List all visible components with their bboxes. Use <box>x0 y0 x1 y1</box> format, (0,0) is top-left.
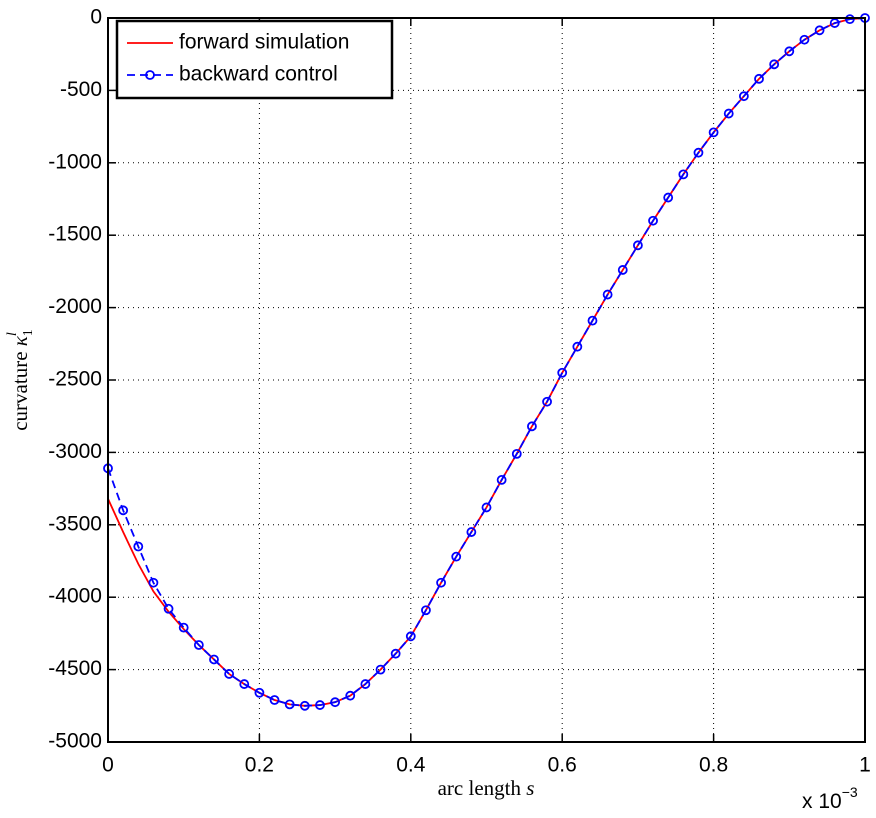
y-tick-label: -4000 <box>48 585 102 608</box>
data-point <box>602 289 613 300</box>
data-point <box>814 25 825 36</box>
data-point <box>178 622 189 633</box>
data-point <box>738 91 749 102</box>
data-point <box>481 502 492 513</box>
data-point <box>511 448 522 459</box>
x-multiplier: x 10−3 <box>802 784 858 813</box>
data-point <box>390 648 401 659</box>
y-tick-label: -2500 <box>48 368 102 391</box>
y-tick-label: -3000 <box>48 440 102 463</box>
y-tick-label: -1500 <box>48 223 102 246</box>
data-point <box>360 679 371 689</box>
data-point <box>587 315 598 326</box>
data-point <box>693 147 704 158</box>
data-point <box>254 687 265 698</box>
data-point <box>678 169 689 180</box>
data-point <box>421 605 431 616</box>
x-tick-label: 1 <box>859 754 871 777</box>
x-label-var: s <box>526 776 534 800</box>
data-point <box>163 603 174 614</box>
multiplier-exponent: −3 <box>842 784 858 800</box>
y-tick-label: -3500 <box>48 512 102 535</box>
y-label-sup: l <box>5 332 20 336</box>
axes-box <box>107 17 866 743</box>
data-point <box>799 34 810 45</box>
data-point <box>148 577 159 588</box>
x-tick-label: 0.8 <box>699 754 728 777</box>
data-point <box>330 697 341 708</box>
data-point <box>648 215 658 226</box>
data-point <box>769 59 780 70</box>
data-point <box>224 669 235 679</box>
data-point <box>436 577 446 588</box>
legend-marker <box>145 70 155 80</box>
series-line <box>107 17 866 707</box>
y-tick-label: -2000 <box>48 295 102 318</box>
x-axis-label: arc length s <box>438 776 535 800</box>
data-point <box>527 421 537 432</box>
x-tick-label: 0.6 <box>548 754 577 777</box>
y-axis-label: curvature κl1 <box>5 329 36 431</box>
x-tick-label: 0.4 <box>396 754 426 777</box>
legend-label: forward simulation <box>179 31 349 54</box>
data-point <box>466 527 477 537</box>
x-label-text: arc length <box>438 776 522 800</box>
data-point <box>405 631 416 642</box>
data-point <box>617 265 628 275</box>
data-point <box>829 18 840 28</box>
x-tick-label: 0 <box>102 754 114 777</box>
y-tick-label: -500 <box>60 78 102 101</box>
data-point <box>239 679 250 689</box>
x-tick-label: 0.2 <box>245 754 274 777</box>
data-point <box>784 46 795 57</box>
plot-area <box>108 18 865 742</box>
data-point <box>663 192 674 203</box>
data-point <box>299 700 310 711</box>
multiplier-base: x 10 <box>802 790 842 813</box>
y-label-sub: 1 <box>21 329 36 336</box>
data-point <box>375 664 386 675</box>
data-point <box>844 14 855 25</box>
y-tick-label: 0 <box>90 6 102 29</box>
data-point <box>557 367 568 378</box>
data-point <box>284 699 295 710</box>
data-point <box>754 73 764 84</box>
data-point <box>269 695 280 705</box>
y-tick-label: -4500 <box>48 657 102 680</box>
data-point <box>451 551 462 562</box>
data-point <box>345 690 356 701</box>
y-tick-label: -1000 <box>48 150 102 173</box>
data-point <box>572 341 583 352</box>
data-point <box>118 505 129 516</box>
y-tick-label: -5000 <box>48 730 102 753</box>
data-point <box>542 396 552 407</box>
data-point <box>708 127 719 138</box>
y-label-var: κ <box>8 335 32 346</box>
data-point <box>315 700 325 710</box>
legend-label: backward control <box>179 63 338 86</box>
data-point <box>496 475 507 485</box>
data-point <box>723 108 734 119</box>
legend: forward simulation backward control <box>115 19 394 100</box>
data-point <box>633 240 643 251</box>
data-point <box>209 654 219 665</box>
legend-box <box>115 19 394 100</box>
y-label-text: curvature <box>8 351 32 430</box>
data-point <box>193 640 204 650</box>
data-point <box>133 541 144 552</box>
